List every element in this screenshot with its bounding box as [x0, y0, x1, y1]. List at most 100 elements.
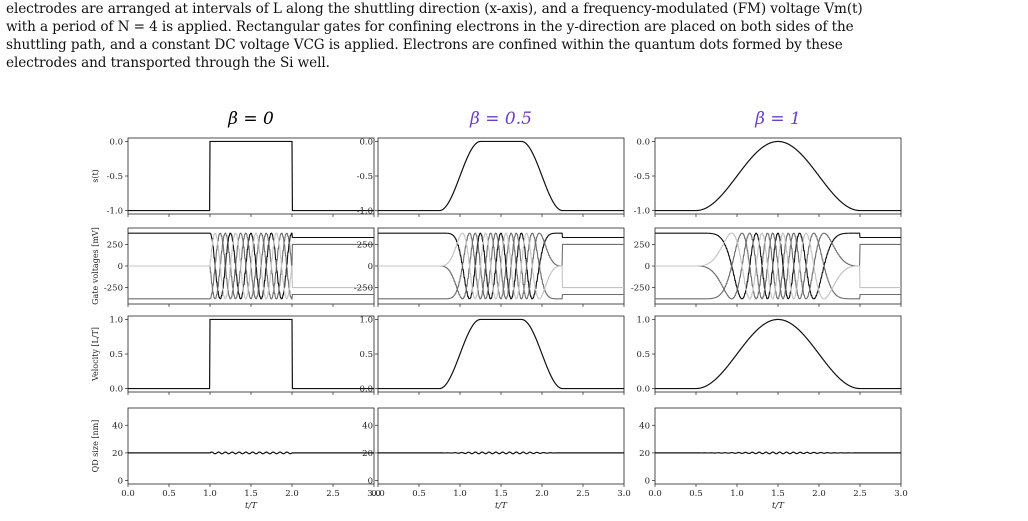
y-tick-label: 0 [368, 477, 373, 487]
y-tick-label: -0.5 [357, 172, 373, 182]
subplot-velocity: 1.0 0.5 0.0 [636, 315, 902, 395]
series-s [378, 140, 624, 212]
y-tick-label: 0 [118, 262, 123, 272]
y-tick-label: -1.0 [107, 207, 123, 217]
y-tick-label: 0.0 [109, 385, 123, 395]
x-tick-label: 0.0 [648, 489, 662, 499]
subplot-qd: 40 20 0 QD size [nm] 0.0 0.5 1.0 1.5 2.0 2.5 3.0 t/… [91, 407, 381, 511]
y-tick-label: 20 [362, 449, 373, 459]
y-tick-label: 0.5 [636, 350, 650, 360]
subplot-velocity: 1.0 0.5 0.0 Velocity [L/T] [91, 315, 375, 395]
y-tick-label: -1.0 [357, 207, 373, 217]
plot-frame [127, 315, 375, 393]
x-tick-label: 1.0 [730, 489, 744, 499]
y-tick-label: -250 [354, 284, 373, 294]
plot-frame [654, 137, 902, 215]
plot-frame [377, 137, 625, 215]
x-tick-label: 1.5 [771, 489, 785, 499]
subplot-velocity: 1.0 0.5 0.0 [359, 315, 625, 395]
subplot-gates: 250 0 -250 [631, 227, 902, 307]
x-axis-label: t/T [245, 501, 258, 511]
series-gate-voltage [128, 232, 374, 300]
x-tick-label: 2.0 [812, 489, 826, 499]
panel-title: β = 0.5 [469, 109, 532, 129]
x-tick-label: 2.5 [576, 489, 590, 499]
x-axis-label: t/T [495, 501, 508, 511]
x-tick-label: 2.0 [535, 489, 549, 499]
series-gate-voltage [128, 232, 374, 300]
y-tick-label: 0.5 [359, 350, 373, 360]
subplot-s: 0.0 -0.5 -1.0 s(t) [91, 137, 375, 217]
subplot-qd: 40 20 0 0.0 0.5 1.0 1.5 2.0 2.5 3.0 t/T [639, 407, 908, 511]
y-tick-label: -250 [631, 284, 650, 294]
plot-frame [654, 407, 902, 485]
y-tick-label: 0.0 [359, 137, 373, 147]
x-tick-label: 1.5 [244, 489, 258, 499]
series-qd-size [128, 451, 374, 455]
plot-frame [377, 315, 625, 393]
y-tick-label: 1.0 [109, 315, 123, 325]
series-gate-voltage [655, 232, 901, 300]
subplot-s: 0.0 -0.5 -1.0 [357, 137, 625, 217]
y-tick-label: -0.5 [107, 172, 123, 182]
subplot-gates: 250 0 -250 Gate voltages [mV] [91, 227, 375, 307]
y-tick-label: -0.5 [634, 172, 650, 182]
y-tick-label: -1.0 [634, 207, 650, 217]
paragraph-line: electrodes are arranged at intervals of … [6, 1, 863, 17]
x-tick-label: 0.5 [412, 489, 426, 499]
y-tick-label: 0 [645, 477, 650, 487]
y-tick-label: 0.0 [636, 385, 650, 395]
x-tick-label: 1.0 [203, 489, 217, 499]
y-tick-label: 0.0 [636, 137, 650, 147]
series-qd-size [378, 451, 624, 455]
y-tick-label: 0 [645, 262, 650, 272]
plot-frame [377, 407, 625, 485]
y-tick-label: 40 [639, 421, 650, 431]
series-s [655, 140, 901, 212]
x-tick-label: 2.0 [285, 489, 299, 499]
paragraph-line: electrodes and transported through the S… [6, 55, 330, 71]
y-axis-label: s(t) [91, 169, 100, 183]
series-velocity [655, 318, 901, 390]
series-velocity [378, 318, 624, 390]
y-tick-label: 250 [634, 240, 650, 250]
series-gate-voltage [378, 232, 624, 300]
y-tick-label: 0 [368, 262, 373, 272]
subplot-qd: 40 20 0 0.0 0.5 1.0 1.5 2.0 2.5 3.0 t/T [362, 407, 631, 511]
y-axis-label: Gate voltages [mV] [91, 227, 100, 305]
y-tick-label: 250 [107, 240, 123, 250]
x-tick-label: 3.0 [617, 489, 631, 499]
x-tick-label: 0.5 [689, 489, 703, 499]
plot-frame [127, 137, 375, 215]
series-gate-voltage [128, 232, 374, 300]
subplot-gates: 250 0 -250 [354, 227, 625, 307]
series-gate-voltage [378, 232, 624, 300]
x-tick-label: 2.5 [326, 489, 340, 499]
y-tick-label: 20 [112, 449, 123, 459]
panel-title: β = 1 [754, 109, 801, 129]
y-tick-label: 1.0 [636, 315, 650, 325]
y-axis-label: QD size [nm] [91, 420, 100, 473]
y-tick-label: -250 [104, 284, 123, 294]
paragraph-line: shuttling path, and a constant DC voltag… [6, 37, 843, 53]
x-tick-label: 0.0 [121, 489, 135, 499]
y-tick-label: 250 [357, 240, 373, 250]
x-tick-label: 0.5 [162, 489, 176, 499]
y-tick-label: 1.0 [359, 315, 373, 325]
y-tick-label: 0.0 [109, 137, 123, 147]
y-tick-label: 0.5 [109, 350, 123, 360]
series-velocity [128, 318, 374, 390]
x-tick-label: 3.0 [894, 489, 908, 499]
plot-frame [127, 407, 375, 485]
y-axis-label: Velocity [L/T] [91, 327, 100, 382]
x-tick-label: 1.5 [494, 489, 508, 499]
y-tick-label: 20 [639, 449, 650, 459]
x-tick-label: 0.0 [371, 489, 385, 499]
panel-title: β = 0 [227, 109, 274, 129]
series-s [128, 140, 374, 212]
series-qd-size [655, 451, 901, 455]
x-tick-label: 2.5 [853, 489, 867, 499]
subplot-s: 0.0 -0.5 -1.0 [634, 137, 902, 217]
paragraph: electrodes are arranged at intervals of … [6, 0, 1022, 72]
